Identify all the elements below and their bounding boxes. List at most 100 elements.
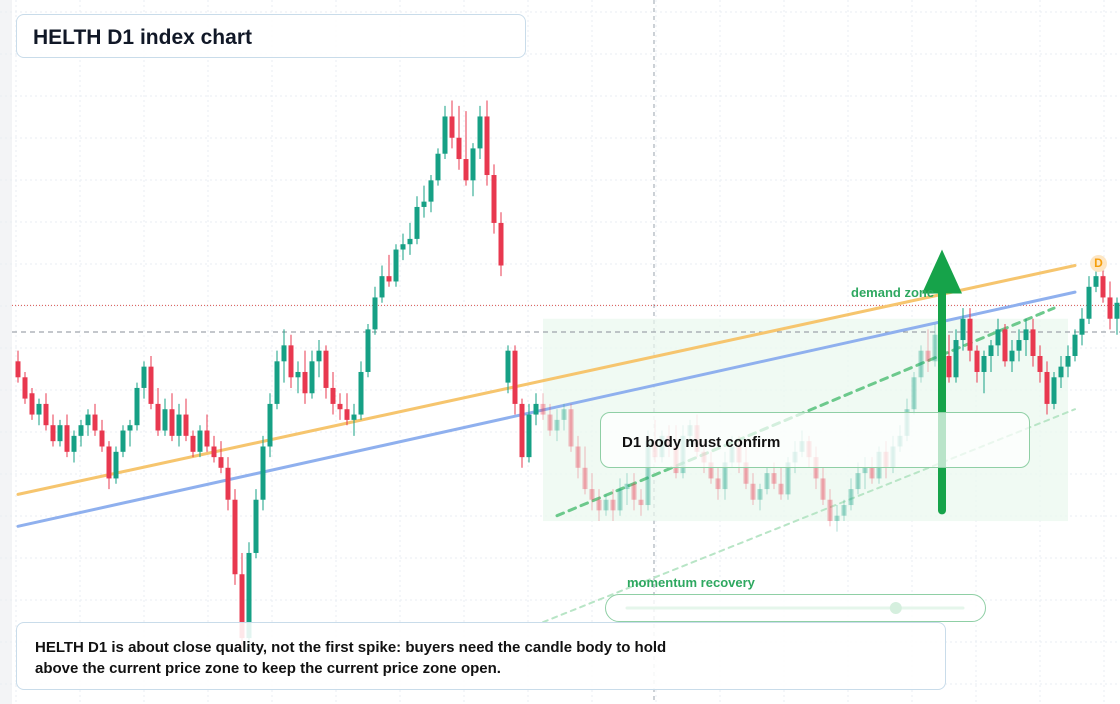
confirm-callout: D1 body must confirm <box>600 412 1030 468</box>
candle-body <box>778 483 784 495</box>
candle-body <box>862 467 868 474</box>
arrow-head <box>922 249 962 294</box>
candle-body <box>512 350 518 404</box>
candle-body <box>1114 302 1120 319</box>
candle-body <box>554 419 560 431</box>
candle-body <box>988 345 994 356</box>
left-axis-strip <box>0 0 12 704</box>
candle-body <box>225 467 231 500</box>
candle-body <box>36 403 42 415</box>
candle-body <box>547 414 553 431</box>
candle-body <box>498 222 504 266</box>
candle-body <box>190 435 196 452</box>
candle-body <box>43 403 49 426</box>
candle-body <box>71 435 77 452</box>
candle-body <box>1072 334 1078 356</box>
candle-body <box>834 515 840 522</box>
price-levels <box>12 304 1120 333</box>
up-arrow-icon <box>922 249 962 515</box>
note-line-1: HELTH D1 is about close quality, not the… <box>35 639 667 656</box>
candle-body <box>155 403 161 431</box>
candle-body <box>995 329 1001 346</box>
candle-body <box>148 366 154 404</box>
candle-body <box>50 425 56 442</box>
candle-body <box>582 467 588 490</box>
candle-body <box>953 340 959 378</box>
candle-body <box>925 350 931 362</box>
candle-body <box>764 473 770 490</box>
candle-body <box>1044 371 1050 404</box>
candle-body <box>575 446 581 468</box>
candle-body <box>267 403 273 447</box>
note-line-2: above the current price zone to keep the… <box>35 660 501 677</box>
candle-body <box>967 318 973 351</box>
candle-body <box>771 473 777 484</box>
candle-body <box>337 403 343 410</box>
candle-body <box>974 350 980 372</box>
candle-body <box>526 414 532 458</box>
candle-body <box>932 334 938 362</box>
candle-body <box>99 430 105 447</box>
title-panel: HELTH D1 index chart <box>16 14 526 58</box>
candle-body <box>785 462 791 495</box>
candle-body <box>232 499 238 575</box>
candle-body <box>29 393 35 415</box>
candle-body <box>57 425 63 442</box>
candle-body <box>708 462 714 479</box>
momentum-slider[interactable] <box>605 594 986 622</box>
candle-body <box>365 329 371 372</box>
candle-body <box>428 180 434 202</box>
candle-body <box>92 414 98 431</box>
candle-body <box>309 361 315 394</box>
candle-body <box>631 483 637 500</box>
candle-body <box>568 409 574 447</box>
candle-body <box>715 478 721 490</box>
candle-body <box>358 371 364 415</box>
candle-body <box>1100 276 1106 298</box>
candle-body <box>302 371 308 394</box>
candle-body <box>519 403 525 458</box>
candle-body <box>204 430 210 447</box>
candle-body <box>603 499 609 511</box>
candle-body <box>1065 356 1071 367</box>
candle-body <box>176 414 182 436</box>
candle-body <box>435 153 441 181</box>
candle-body <box>1086 286 1092 319</box>
candle-body <box>946 356 952 378</box>
candle-body <box>911 377 917 410</box>
candle-body <box>134 387 140 426</box>
candle-body <box>470 148 476 181</box>
candle-body <box>127 425 133 431</box>
trendline <box>16 290 1077 528</box>
candle-body <box>169 409 175 436</box>
candle-body <box>400 244 406 250</box>
candle-body <box>960 318 966 341</box>
candle-body <box>1023 329 1029 341</box>
candle-body <box>449 116 455 138</box>
demand-zone-label: demand zone <box>851 285 935 300</box>
candle-body <box>386 276 392 282</box>
candle-body <box>820 478 826 500</box>
candle-body <box>316 350 322 362</box>
candle-body <box>463 159 469 181</box>
candle-body <box>589 489 595 500</box>
symbol-badge[interactable]: D <box>1090 255 1107 272</box>
candle-body <box>743 462 749 484</box>
momentum-label: momentum recovery <box>627 575 755 590</box>
candle-body <box>456 137 462 160</box>
candle-body <box>533 403 539 415</box>
candle-body <box>645 441 651 506</box>
candle-body <box>260 446 266 500</box>
candle-body <box>869 467 875 479</box>
candle-body <box>239 574 245 639</box>
candle-body <box>253 499 259 553</box>
candle-body <box>183 414 189 436</box>
note-panel: HELTH D1 is about close quality, not the… <box>16 622 946 690</box>
candle-body <box>330 387 336 404</box>
candle-body <box>22 377 28 399</box>
candle-body <box>211 446 217 458</box>
candle-body <box>344 409 350 420</box>
candle-body <box>15 361 21 378</box>
candle-body <box>106 446 112 479</box>
candle-body <box>407 238 413 245</box>
